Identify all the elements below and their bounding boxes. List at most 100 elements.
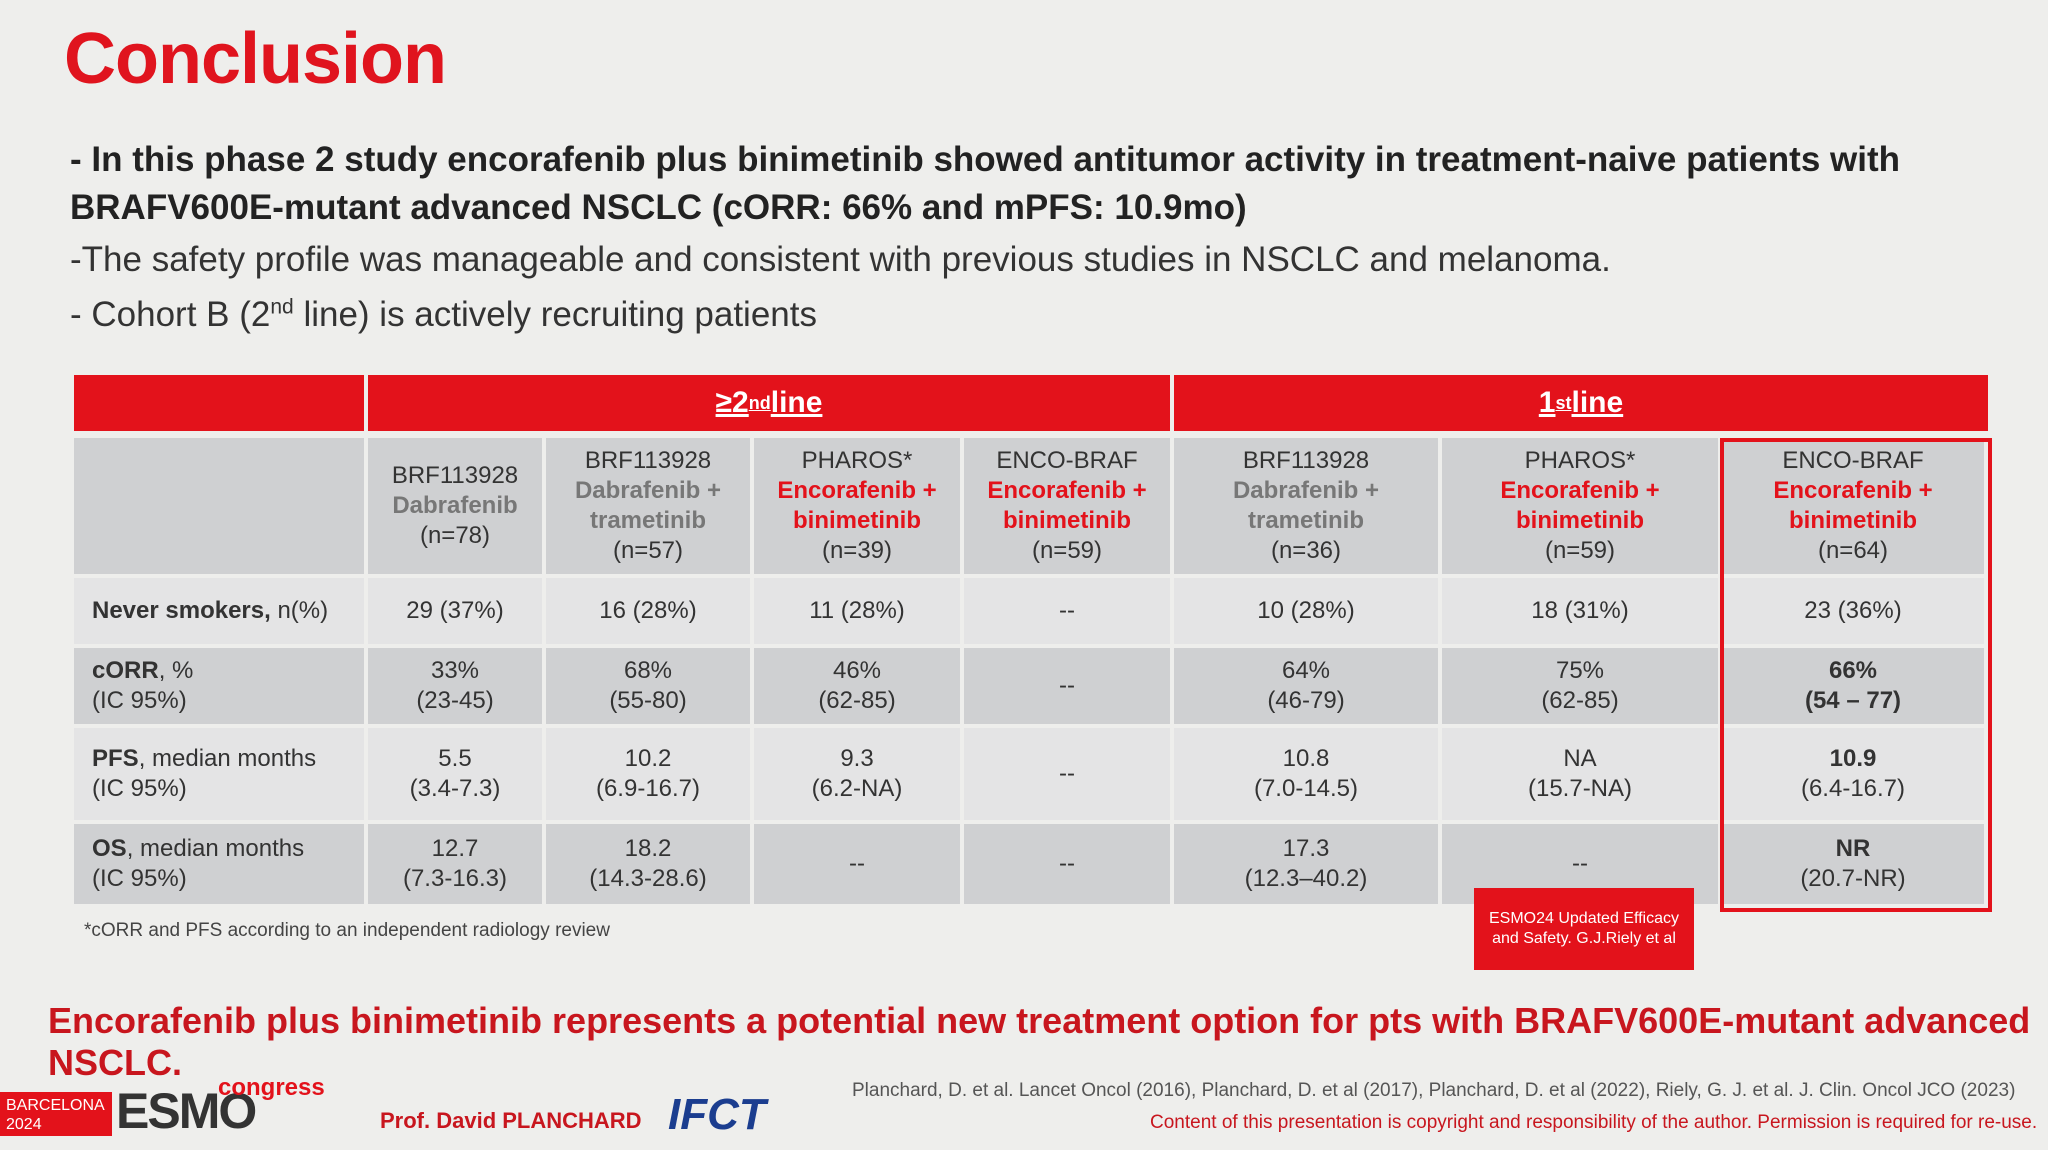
table-cell-content: 23 (36%) <box>1804 596 1901 626</box>
table-cell: 68% (55-80) <box>546 648 750 724</box>
column-sample-size: (n=59) <box>1544 537 1616 564</box>
column-header-content: PHAROS* Encorafenib + binimetinib (n=59) <box>1442 446 1718 566</box>
group-second-line-rest: line <box>770 386 823 419</box>
cell-value: -- <box>1059 760 1075 787</box>
column-header: ENCO-BRAF Encorafenib + binimetinib (n=64) <box>1722 438 1984 574</box>
row-label-ci: (IC 95%) <box>92 775 187 802</box>
row-label-content: OS, median months (IC 95%) <box>92 834 304 894</box>
table-cell-content: 18.2 (14.3-28.6) <box>589 834 706 894</box>
row-label-unit: , median months <box>138 745 317 772</box>
column-study-name: PHAROS* <box>801 447 913 474</box>
table-cell: 23 (36%) <box>1722 578 1984 644</box>
row-label-unit: , % <box>158 657 194 684</box>
column-sample-size: (n=78) <box>419 522 491 549</box>
table-cell: 10.2 (6.9-16.7) <box>546 728 750 820</box>
table-cell-content: -- <box>849 849 865 879</box>
table-cell: 29 (37%) <box>368 578 542 644</box>
cell-value: 10 (28%) <box>1257 597 1355 624</box>
table-cell-content: 64% (46-79) <box>1267 656 1344 716</box>
cell-value: -- <box>1059 850 1075 877</box>
conclusion-statement: Encorafenib plus binimetinib represents … <box>48 1000 2031 1083</box>
cell-value: 68% <box>623 657 673 684</box>
table-cell: 18.2 (14.3-28.6) <box>546 824 750 904</box>
cell-value: 5.5 <box>438 745 472 772</box>
bullet-cohort-b-text: - Cohort B (2 <box>70 295 271 334</box>
table-cell-content: 10 (28%) <box>1257 596 1354 626</box>
column-drug-name: Encorafenib + binimetinib <box>1500 477 1660 534</box>
cell-ci: (55-80) <box>609 687 687 714</box>
ifct-logo: IFCT <box>668 1090 766 1139</box>
cell-ci: (46-79) <box>1267 687 1345 714</box>
row-label-unit: , median months <box>126 835 305 862</box>
table-cell-content: 68% (55-80) <box>609 656 686 716</box>
table-cell-content: 9.3 (6.2-NA) <box>812 744 903 804</box>
cell-value: NR <box>1835 835 1871 862</box>
cell-ci: (62-85) <box>818 687 896 714</box>
badge-year: 2024 <box>6 1116 42 1133</box>
table-cell: -- <box>964 648 1170 724</box>
column-drug-name: Dabrafenib <box>392 492 518 519</box>
references: Planchard, D. et al. Lancet Oncol (2016)… <box>852 1080 2016 1101</box>
barcelona-badge: BARCELONA 2024 <box>0 1092 112 1136</box>
group-second-line-text: ≥2 <box>715 386 749 419</box>
column-header: BRF113928 Dabrafenib + trametinib (n=36) <box>1174 438 1438 574</box>
column-header-content: PHAROS* Encorafenib + binimetinib (n=39) <box>754 446 960 566</box>
row-label-content: PFS, median months (IC 95%) <box>92 744 316 804</box>
table-cell: 17.3 (12.3–40.2) <box>1174 824 1438 904</box>
cell-ci: (7.0-14.5) <box>1253 775 1359 802</box>
bullet-cohort-b: - Cohort B (2nd line) is actively recrui… <box>70 295 817 335</box>
column-header: PHAROS* Encorafenib + binimetinib (n=59) <box>1442 438 1718 574</box>
table-cell-content: 5.5 (3.4-7.3) <box>410 744 501 804</box>
table-cell: NR (20.7-NR) <box>1722 824 1984 904</box>
copyright-notice: Content of this presentation is copyrigh… <box>1150 1112 2038 1133</box>
table-cell-content: 46% (62-85) <box>818 656 895 716</box>
row-label-name: PFS <box>92 745 139 772</box>
table-cell: -- <box>964 824 1170 904</box>
table-cell: 64% (46-79) <box>1174 648 1438 724</box>
row-label-ci: (IC 95%) <box>92 865 187 892</box>
cell-ci: (15.7-NA) <box>1527 775 1633 802</box>
row-label-ci: (IC 95%) <box>92 687 187 714</box>
column-sample-size: (n=57) <box>612 537 684 564</box>
bullet-safety: -The safety profile was manageable and c… <box>70 240 1611 279</box>
table-cell-content: 18 (31%) <box>1531 596 1628 626</box>
row-label: OS, median months (IC 95%) <box>74 824 364 904</box>
row-label: Never smokers, n(%) <box>74 578 364 644</box>
cell-value: 33% <box>430 657 480 684</box>
table-cell-content: -- <box>1059 671 1075 701</box>
table-cell-content: 11 (28%) <box>809 596 905 626</box>
column-drug-name: Dabrafenib + trametinib <box>1232 477 1380 534</box>
table-cell-content: 16 (28%) <box>599 596 696 626</box>
column-header: PHAROS* Encorafenib + binimetinib (n=39) <box>754 438 960 574</box>
cell-value: 64% <box>1281 657 1331 684</box>
cell-ci: (7.3-16.3) <box>402 865 508 892</box>
table-cell: 10.9 (6.4-16.7) <box>1722 728 1984 820</box>
table-cell-content: 10.2 (6.9-16.7) <box>596 744 700 804</box>
cell-value: 17.3 <box>1282 835 1330 862</box>
cell-value: 10.9 <box>1829 745 1877 772</box>
bullet-cohort-b-sup: nd <box>270 295 294 319</box>
group-second-line-sup: nd <box>748 392 771 413</box>
cell-value: 11 (28%) <box>809 597 905 624</box>
table-cell: 66% (54 – 77) <box>1722 648 1984 724</box>
column-study-name: BRF113928 <box>391 462 519 489</box>
row-label-content: cORR, % (IC 95%) <box>92 656 193 716</box>
group-first-line-rest: line <box>1571 386 1624 419</box>
cell-value: 29 (37%) <box>406 597 504 624</box>
cell-ci: (14.3-28.6) <box>589 865 707 892</box>
table-cell-content: -- <box>1059 759 1075 789</box>
cell-value: 66% <box>1828 657 1878 684</box>
table-cell: 12.7 (7.3-16.3) <box>368 824 542 904</box>
column-drug-name: Dabrafenib + trametinib <box>574 477 722 534</box>
table-cell-content: -- <box>1059 849 1075 879</box>
row-label-name: Never smokers, <box>92 597 271 624</box>
table-cell: -- <box>754 824 960 904</box>
column-header-content: BRF113928 Dabrafenib + trametinib (n=57) <box>546 446 750 566</box>
cell-value: 16 (28%) <box>599 597 697 624</box>
column-drug-name: Encorafenib + binimetinib <box>987 477 1147 534</box>
esmo-update-note: ESMO24 Updated Efficacy and Safety. G.J.… <box>1474 888 1694 970</box>
column-study-name: ENCO-BRAF <box>1782 447 1924 474</box>
column-header: BRF113928 Dabrafenib + trametinib (n=57) <box>546 438 750 574</box>
group-header-second-line: ≥2 nd line <box>368 375 1170 431</box>
